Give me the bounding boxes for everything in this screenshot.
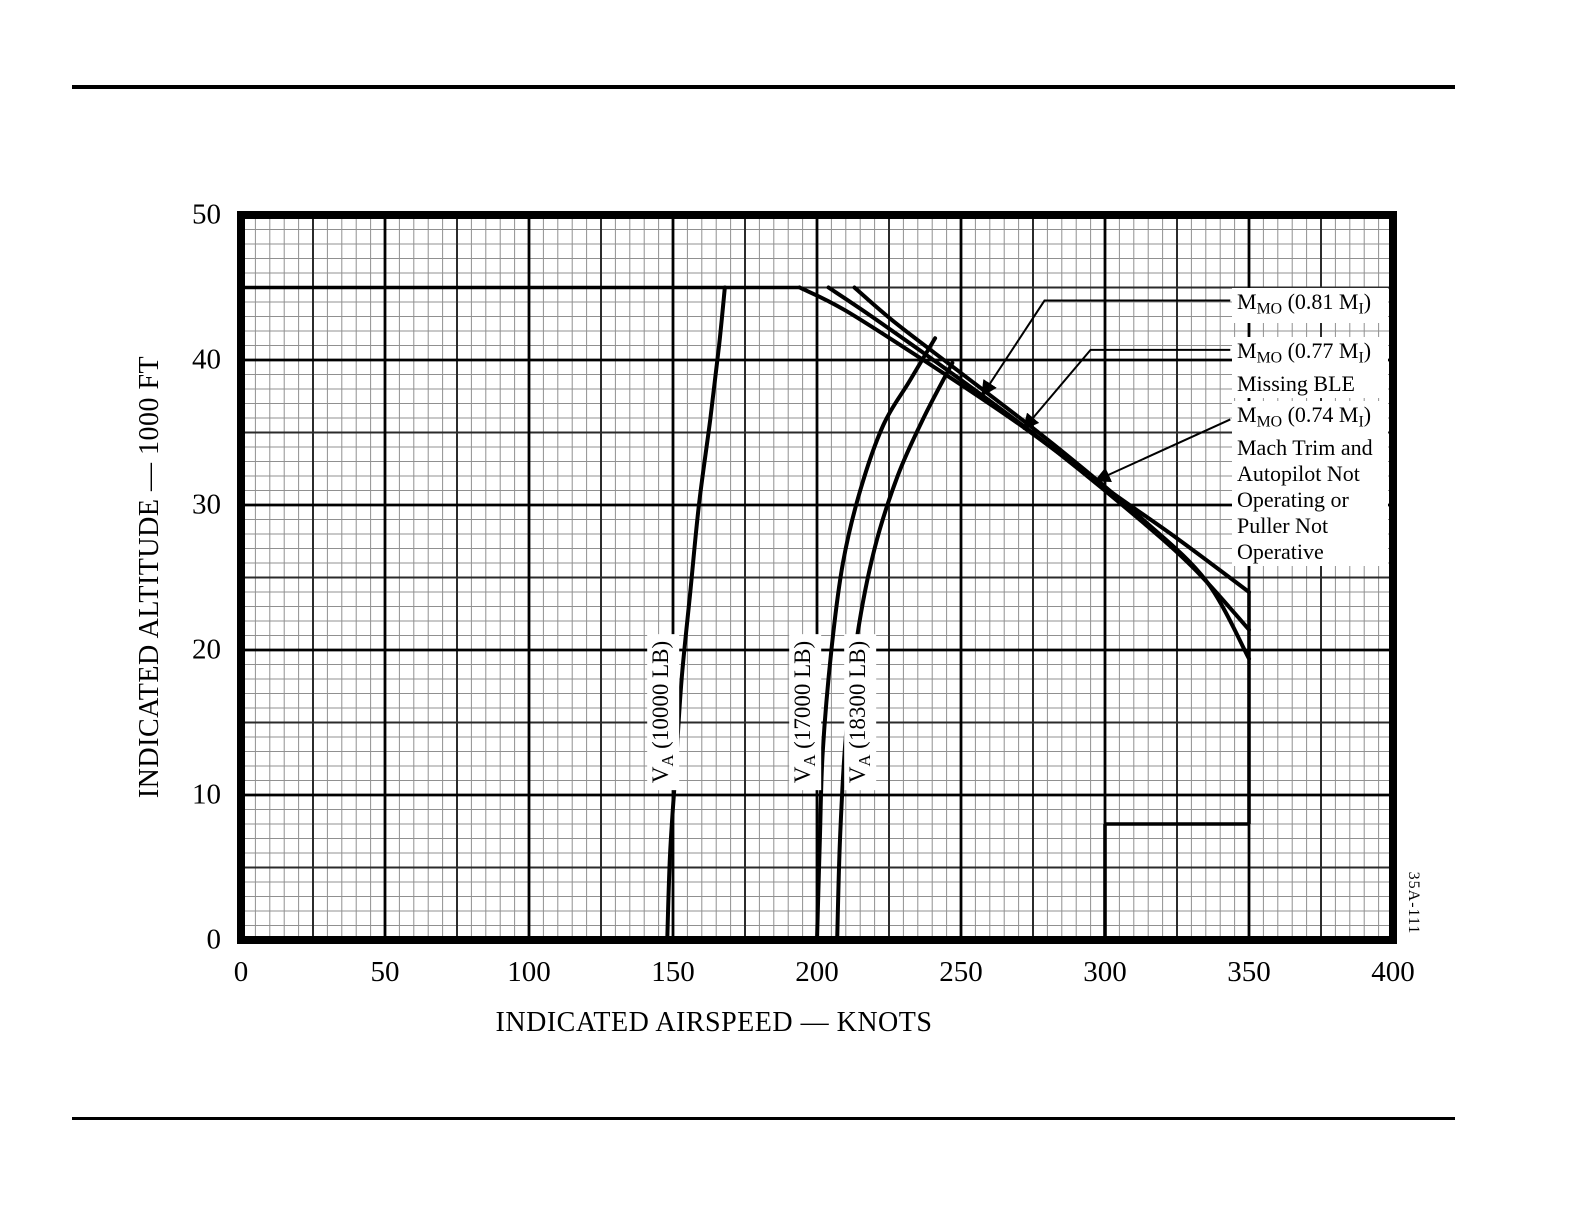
- leader-line-mmo-081: [981, 299, 1231, 397]
- x-axis-title: INDICATED AIRSPEED — KNOTS: [495, 1007, 933, 1038]
- curve-va-18300: [835, 360, 955, 942]
- footer-rule: [72, 1117, 1455, 1120]
- leader-line-mmo-074: [1094, 418, 1231, 483]
- header-rule: [72, 85, 1455, 89]
- curve-va-17000: [815, 336, 938, 942]
- curve-va-10000: [665, 285, 727, 942]
- curve-mmo-074: [852, 285, 1251, 661]
- plot-border: [237, 211, 1397, 944]
- y-axis-title: INDICATED ALTITUDE — 1000 FT: [134, 355, 165, 799]
- leader-line-mmo-077: [1022, 348, 1231, 430]
- curve-mmo-081: [797, 285, 1251, 594]
- figure-number: 35A-111: [1405, 871, 1422, 935]
